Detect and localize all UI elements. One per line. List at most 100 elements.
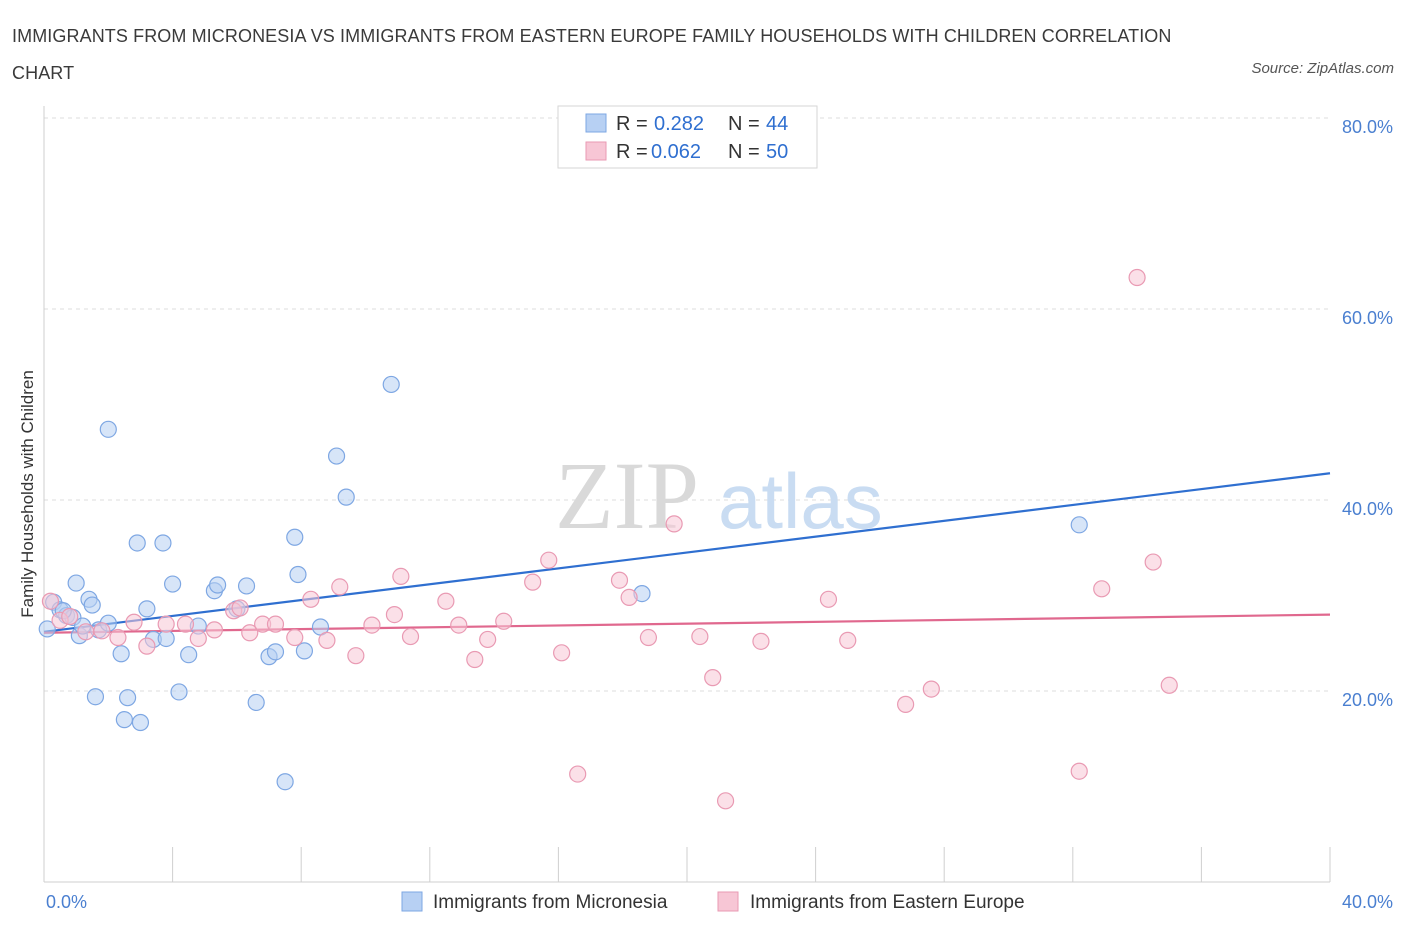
point-eastern-europe-7 <box>138 637 156 655</box>
legend-n-label-2: N = <box>728 141 760 163</box>
watermark-zip: ZIP <box>555 442 699 549</box>
watermark: ZIP atlas <box>555 442 883 549</box>
point-micronesia-34 <box>266 643 285 661</box>
point-eastern-europe-44 <box>839 631 857 649</box>
point-eastern-europe-34 <box>569 765 587 783</box>
point-eastern-europe-3 <box>77 623 95 641</box>
bottom-legend-label-micronesia: Immigrants from Micronesia <box>433 892 668 913</box>
point-eastern-europe-42 <box>752 632 770 650</box>
point-eastern-europe-36 <box>620 588 638 607</box>
point-eastern-europe-48 <box>1093 580 1111 598</box>
bottom-legend: Immigrants from Micronesia Immigrants fr… <box>401 891 1025 913</box>
point-micronesia-23 <box>157 629 175 648</box>
point-eastern-europe-17 <box>286 628 304 647</box>
point-eastern-europe-13 <box>231 599 249 617</box>
point-eastern-europe-30 <box>495 612 513 630</box>
bottom-legend-label-eastern-europe: Immigrants from Eastern Europe <box>750 892 1025 913</box>
point-micronesia-29 <box>209 576 227 594</box>
y-tick-label-2: 60.0% <box>1342 308 1393 328</box>
y-tick-labels: 20.0% 40.0% 60.0% 80.0% <box>1342 117 1393 710</box>
point-micronesia-40 <box>327 447 346 465</box>
data-points <box>38 268 1178 810</box>
point-eastern-europe-11 <box>205 621 223 639</box>
point-eastern-europe-35 <box>610 571 629 589</box>
x-tick-label-1: 40.0% <box>1342 892 1393 912</box>
y-tick-label-3: 80.0% <box>1342 117 1393 137</box>
point-eastern-europe-29 <box>479 630 497 649</box>
axes <box>43 106 1331 883</box>
x-tick-labels: 0.0% 40.0% <box>46 892 1393 912</box>
point-eastern-europe-49 <box>1128 268 1146 287</box>
legend-r-value-1: 0.282 <box>654 113 704 135</box>
point-eastern-europe-21 <box>347 647 365 665</box>
legend-n-value-2: 50 <box>766 141 788 163</box>
point-micronesia-42 <box>382 375 400 394</box>
point-micronesia-32 <box>247 693 265 712</box>
point-micronesia-20 <box>138 600 156 618</box>
point-eastern-europe-51 <box>1160 676 1178 694</box>
point-eastern-europe-43 <box>819 590 838 608</box>
y-axis-label: Family Households with Children <box>18 370 37 618</box>
point-micronesia-19 <box>131 713 150 732</box>
point-eastern-europe-19 <box>318 631 336 649</box>
point-eastern-europe-9 <box>176 615 195 633</box>
source-label: Source: ZipAtlas.com <box>1251 60 1394 77</box>
point-eastern-europe-47 <box>1070 762 1088 780</box>
point-eastern-europe-10 <box>189 629 207 648</box>
point-eastern-europe-14 <box>241 624 259 642</box>
x-tick-label-0: 0.0% <box>46 892 87 912</box>
point-micronesia-26 <box>180 646 198 664</box>
point-eastern-europe-33 <box>553 644 571 662</box>
point-eastern-europe-45 <box>897 695 915 713</box>
point-micronesia-10 <box>83 596 101 614</box>
trend-line-micronesia <box>43 472 1331 633</box>
watermark-atlas: atlas <box>718 457 883 545</box>
point-micronesia-18 <box>128 534 146 552</box>
legend-r-label-2: R = <box>616 141 648 163</box>
point-micronesia-16 <box>115 711 133 729</box>
legend-n-value-1: 44 <box>766 113 788 135</box>
point-eastern-europe-16 <box>266 615 285 633</box>
legend-n-label-1: N = <box>728 113 760 135</box>
point-micronesia-6 <box>67 574 85 592</box>
point-eastern-europe-24 <box>392 567 410 586</box>
top-legend: R = 0.282 N = 44 R = 0.062 N = 50 <box>557 105 818 169</box>
point-micronesia-22 <box>154 534 172 552</box>
point-eastern-europe-39 <box>691 627 709 646</box>
legend-r-label-1: R = <box>616 113 648 135</box>
point-eastern-europe-46 <box>922 680 940 698</box>
point-micronesia-37 <box>289 565 307 584</box>
legend-swatch-eastern-europe <box>585 141 607 161</box>
point-eastern-europe-18 <box>302 590 320 608</box>
point-eastern-europe-31 <box>524 573 542 591</box>
point-micronesia-31 <box>237 577 256 595</box>
point-eastern-europe-40 <box>704 669 722 687</box>
point-micronesia-44 <box>1070 516 1088 534</box>
point-micronesia-41 <box>337 488 355 506</box>
point-eastern-europe-37 <box>639 628 658 647</box>
point-eastern-europe-4 <box>93 622 111 640</box>
bottom-legend-swatch-micronesia <box>401 891 423 912</box>
point-eastern-europe-2 <box>61 607 79 626</box>
point-micronesia-0 <box>38 620 56 638</box>
point-eastern-europe-32 <box>540 551 558 569</box>
legend-r-value-2: 0.062 <box>651 141 701 163</box>
point-eastern-europe-50 <box>1144 553 1162 571</box>
point-micronesia-35 <box>276 773 294 791</box>
point-eastern-europe-22 <box>363 616 381 634</box>
point-micronesia-14 <box>99 420 117 438</box>
point-eastern-europe-25 <box>401 627 420 646</box>
point-eastern-europe-6 <box>125 613 143 631</box>
legend-swatch-micronesia <box>585 113 607 133</box>
point-eastern-europe-8 <box>157 615 175 633</box>
point-micronesia-38 <box>295 642 314 660</box>
chart-title: IMMIGRANTS FROM MICRONESIA VS IMMIGRANTS… <box>12 26 1172 83</box>
point-eastern-europe-41 <box>716 792 735 810</box>
point-eastern-europe-20 <box>331 578 349 596</box>
point-eastern-europe-23 <box>385 605 404 624</box>
point-micronesia-25 <box>170 683 188 701</box>
point-micronesia-15 <box>112 645 130 663</box>
point-eastern-europe-0 <box>41 592 60 610</box>
point-micronesia-17 <box>118 689 137 707</box>
